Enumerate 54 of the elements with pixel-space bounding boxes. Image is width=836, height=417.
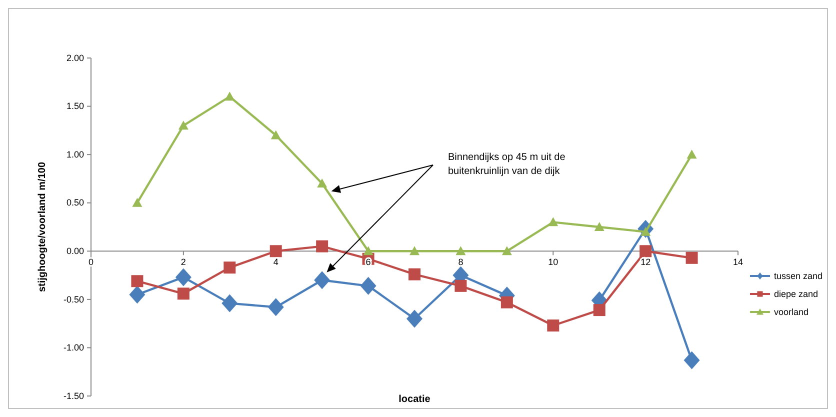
legend-label: diepe zand	[774, 288, 818, 299]
point	[640, 245, 652, 258]
point	[548, 217, 558, 226]
point	[454, 280, 467, 292]
point	[132, 198, 142, 207]
point	[408, 268, 420, 280]
x-axis-title: locatie	[398, 394, 431, 405]
point	[129, 286, 146, 304]
y-tick-label: 1.00	[66, 149, 84, 160]
point	[500, 296, 513, 308]
point	[547, 320, 560, 332]
point	[270, 245, 282, 258]
y-tick-label: -1.00	[63, 342, 84, 353]
legend-label: tussen zand	[774, 270, 823, 281]
x-tick-label: 12	[640, 257, 651, 268]
y-tick-label: 1.50	[66, 101, 84, 112]
annotation: Binnendijks op 45 m uit de buitenkruinlijn van de dijk	[448, 152, 566, 177]
point	[177, 288, 190, 300]
point	[686, 252, 698, 264]
x-tick-label: 14	[732, 257, 744, 268]
x-tick-label: 2	[180, 257, 186, 268]
point	[222, 294, 238, 312]
point	[175, 268, 192, 286]
point	[270, 130, 281, 140]
point	[360, 276, 376, 295]
point	[131, 275, 144, 288]
x-tick-label: 4	[273, 257, 278, 268]
x-tick-label: 8	[458, 257, 464, 268]
point	[686, 150, 697, 159]
x-tick-label: 0	[88, 257, 94, 268]
point	[406, 310, 422, 328]
point	[594, 222, 604, 231]
point	[224, 262, 236, 274]
point	[456, 246, 466, 256]
x-tick-label: 6	[366, 257, 371, 268]
point	[684, 351, 700, 370]
point	[314, 271, 330, 290]
legend-label: voorland	[774, 306, 809, 317]
point	[268, 298, 284, 316]
x-tick-label: 10	[548, 257, 558, 268]
point	[317, 178, 328, 188]
point	[502, 246, 512, 256]
point	[316, 240, 328, 252]
y-tick-label: -1.50	[63, 390, 84, 401]
y-tick-label: -0.50	[63, 294, 84, 304]
point	[410, 246, 420, 256]
y-tick-label: 0.50	[66, 198, 84, 208]
y-tick-label: 0.00	[66, 246, 84, 256]
y-axis-title: stijghoogte/voorland m/100	[37, 162, 48, 292]
point	[224, 92, 235, 101]
point	[178, 120, 188, 130]
point	[363, 246, 374, 256]
y-tick-label: 2.00	[66, 52, 84, 63]
point	[593, 304, 606, 316]
